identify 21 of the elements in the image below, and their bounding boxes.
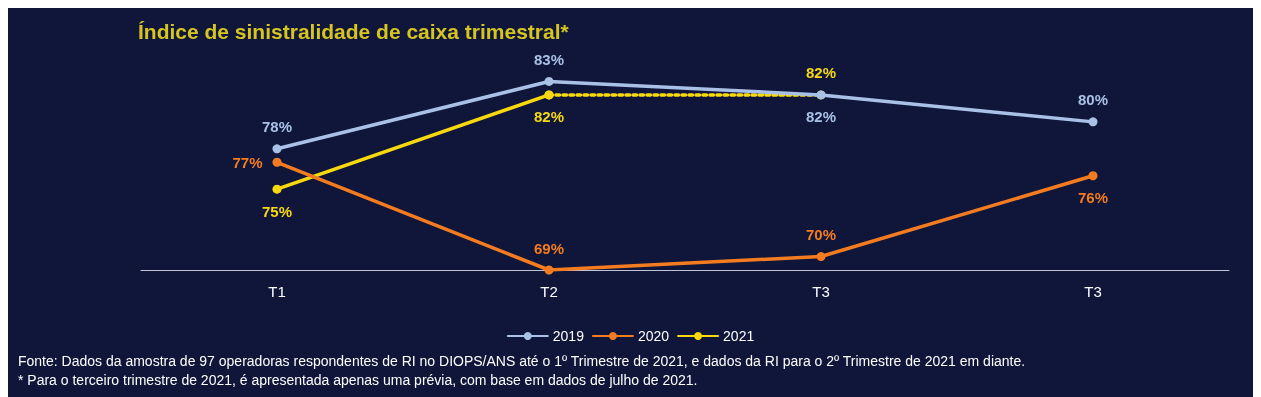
data-label: 82% [805,108,837,126]
data-label: 82% [533,108,565,126]
data-label: 76% [1077,189,1109,207]
data-label: 77% [232,153,263,171]
x-tick-label: T3 [1084,283,1102,300]
data-label: 82% [805,64,837,82]
data-label: 75% [261,202,293,220]
chart-title: Índice de sinistralidade de caixa trimestral* [138,20,570,43]
x-tick-label: T1 [268,283,286,300]
data-label: 70% [805,226,837,244]
legend-label: 2021 [723,328,755,344]
source-note: Fonte: Dados da amostra de 97 operadoras respondentes de RI no DIOPS/ANS até o 1º Trimestre de 2021, e dados da RI para o 2º Trimestre de 2021 em diante. [18,353,1026,369]
x-tick-label: T3 [812,283,830,300]
text: * Para o terceiro trimestre de 2021, é apresentada apenas uma prévia, com base em dados de julho de 2021. [18,372,698,388]
data-label: 83% [533,50,565,68]
x-tick-label: T2 [540,283,558,300]
data-label: 78% [261,118,293,136]
legend-label: 2020 [637,328,670,344]
data-label: 80% [1077,91,1109,109]
legend-label: 2019 [552,328,585,344]
data-label: 69% [533,239,565,257]
